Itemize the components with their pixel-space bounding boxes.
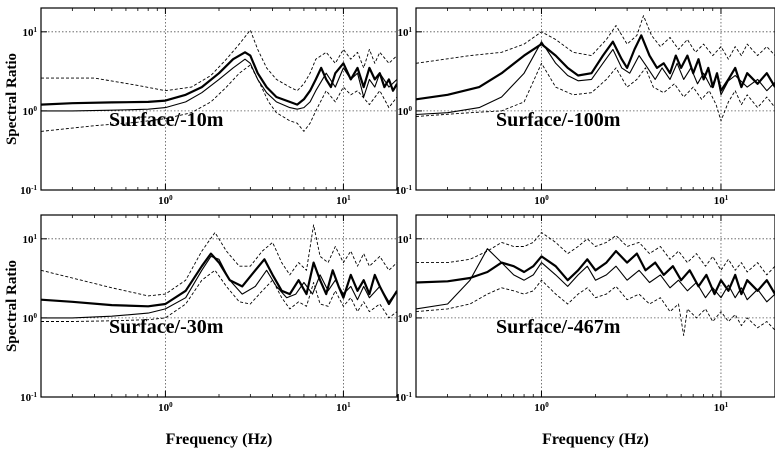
y-tick-label: 100 (398, 312, 413, 325)
y-tick-label: 101 (23, 26, 38, 39)
series-line-dashed (416, 15, 775, 64)
y-axis-label: Spectral Ratio (4, 53, 20, 145)
y-tick-label: 10-1 (20, 391, 37, 404)
x-axis-label: Frequency (Hz) (166, 431, 273, 448)
series-line-thick-solid (41, 51, 397, 106)
series-line-dashed (416, 232, 775, 276)
chart-panel-3: 100 101 10-1 100 101 Surface/-30m Spectral Rat… (4, 214, 398, 448)
x-tick-label: 101 (714, 401, 729, 414)
panel-title: Surface/-100m (496, 109, 621, 131)
chart-panel-4: 100 101 10-1 100 101 Surface/-467m Frequency (… (395, 214, 775, 448)
x-tick-label: 101 (336, 401, 351, 414)
y-axis-label: Spectral Ratio (4, 260, 20, 352)
y-tick-label: 101 (398, 233, 413, 246)
series-line-dashed (41, 269, 397, 322)
series-line-thick-solid (416, 250, 775, 296)
y-tick-label: 100 (398, 105, 413, 118)
y-tick-label: 10-1 (20, 184, 37, 197)
chart-panel-1: 100 101 10-1 100 101 Surface/-10m Spectral Rat… (4, 7, 398, 207)
plot-frame (40, 7, 398, 191)
series-line-dashed (416, 279, 775, 336)
series-line-thick-solid (416, 34, 775, 101)
x-tick-label: 101 (714, 194, 729, 207)
panel-title: Surface/-10m (109, 109, 224, 131)
series-line-thin-solid (416, 248, 775, 310)
y-tick-label: 100 (23, 312, 38, 325)
y-tick-label: 101 (398, 26, 413, 39)
y-tick-label: 10-1 (395, 184, 412, 197)
series-line-thick-solid (41, 252, 397, 308)
y-tick-label: 100 (23, 105, 38, 118)
series-line-dashed (41, 29, 397, 92)
chart-panel-2: 100 101 10-1 100 101 Surface/-100m (395, 7, 775, 207)
series-line-thin-solid (41, 58, 397, 112)
series-line-dashed (416, 62, 775, 122)
series-line-thin-solid (41, 255, 397, 319)
plot-frame (40, 214, 398, 398)
x-tick-label: 100 (158, 401, 173, 414)
y-tick-label: 101 (23, 233, 38, 246)
plot-frame (415, 214, 775, 398)
series-line-thin-solid (416, 41, 775, 116)
y-tick-label: 10-1 (395, 391, 412, 404)
x-tick-label: 101 (336, 194, 351, 207)
x-tick-label: 100 (534, 194, 549, 207)
series-line-dashed (41, 64, 397, 132)
x-axis-label: Frequency (Hz) (542, 431, 649, 448)
panel-title: Surface/-30m (109, 316, 224, 338)
x-tick-label: 100 (534, 401, 549, 414)
x-tick-label: 100 (158, 194, 173, 207)
plot-frame (415, 7, 775, 191)
panel-title: Surface/-467m (496, 316, 621, 338)
series-line-dashed (41, 224, 397, 297)
